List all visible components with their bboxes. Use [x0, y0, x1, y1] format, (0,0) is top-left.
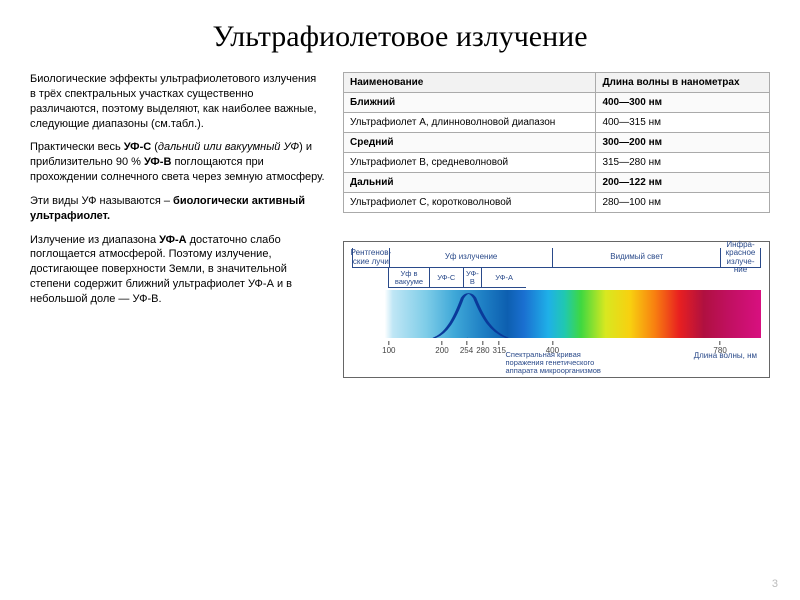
table-row: Ультрафиолет A, длинноволновой диапазон4… [344, 113, 770, 133]
table-cell: 400—300 нм [596, 93, 770, 113]
axis-tick: 200 [435, 341, 448, 355]
table-cell: 280—100 нм [596, 193, 770, 213]
axis-tick: 280 [476, 341, 489, 355]
spectrum-subregion-label: УФ-В [463, 268, 482, 288]
table-header-row: Наименование Длина волны в нанометрах [344, 73, 770, 93]
axis-tick: 780 [713, 341, 726, 355]
table-header-wavelength: Длина волны в нанометрах [596, 73, 770, 93]
uv-wavelength-table: Наименование Длина волны в нанометрах Бл… [343, 72, 770, 213]
paragraph-1: Биологические эффекты ультрафиолетового … [30, 72, 325, 131]
paragraph-2: Практически весь УФ-С (дальний или вакуу… [30, 140, 325, 185]
table-cell: 300—200 нм [596, 133, 770, 153]
table-cell: Дальний [344, 173, 596, 193]
spectrum-diagram: Рентгенов-ские лучиУф излучениеВидимый с… [343, 241, 770, 378]
spectrum-subregion-label: Уф ввакууме [388, 268, 429, 288]
table-row: Средний300—200 нм [344, 133, 770, 153]
page-number: 3 [772, 578, 778, 590]
right-column: Наименование Длина волны в нанометрах Бл… [343, 72, 770, 378]
table-cell: Ближний [344, 93, 596, 113]
spectrum-gradient [352, 290, 761, 338]
table-cell: Ультрафиолет B, средневолновой [344, 153, 596, 173]
axis-tick: 100 [382, 341, 395, 355]
axis-tick: 315 [493, 341, 506, 355]
axis-tick: 254 [460, 341, 473, 355]
table-cell: 315—280 нм [596, 153, 770, 173]
paragraph-4: Излучение из диапазона УФ-А достаточно с… [30, 233, 325, 307]
table-cell: Ультрафиолет A, длинноволновой диапазон [344, 113, 596, 133]
spectrum-subregion-label: УФ-С [429, 268, 463, 288]
table-row: Ультрафиолет C, коротковолновой280—100 н… [344, 193, 770, 213]
table-row: Ультрафиолет B, средневолновой315—280 нм [344, 153, 770, 173]
spectrum-top-labels: Рентгенов-ские лучиУф излучениеВидимый с… [352, 248, 761, 268]
content-area: Биологические эффекты ультрафиолетового … [30, 72, 770, 378]
table-header-name: Наименование [344, 73, 596, 93]
spectral-curve [352, 290, 761, 338]
curve-annotation: Спектральная криваяпоражения генетическо… [506, 351, 601, 375]
spectrum-region-label: Видимый свет [552, 248, 720, 267]
spectrum-sub-labels: Уф ввакуумеУФ-СУФ-ВУФ-А [388, 268, 761, 288]
text-column: Биологические эффекты ультрафиолетового … [30, 72, 325, 378]
paragraph-3: Эти виды УФ называются – биологически ак… [30, 194, 325, 224]
table-cell: Ультрафиолет C, коротковолновой [344, 193, 596, 213]
table-row: Дальний200—122 нм [344, 173, 770, 193]
spectrum-region-label: Рентгенов-ские лучи [352, 248, 389, 267]
table-row: Ближний400—300 нм [344, 93, 770, 113]
table-cell: Средний [344, 133, 596, 153]
spectrum-subregion-label: УФ-А [481, 268, 526, 288]
spectrum-region-label: Инфра-красноеизлуче-ние [720, 248, 761, 267]
table-cell: 200—122 нм [596, 173, 770, 193]
table-cell: 400—315 нм [596, 113, 770, 133]
spectrum-region-label: Уф излучение [389, 248, 553, 267]
page-title: Ультрафиолетовое излучение [30, 20, 770, 54]
